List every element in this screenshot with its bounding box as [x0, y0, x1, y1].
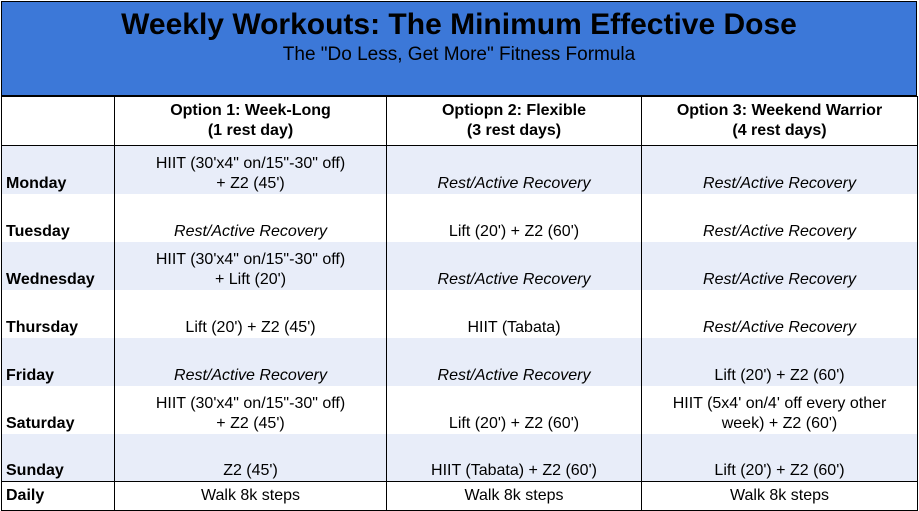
column-header-line1: Optiopn 2: Flexible [441, 102, 586, 119]
cell-line: + Lift (20') [214, 270, 287, 288]
cell-line: HIIT (5x4' on/4' off every other [672, 394, 887, 412]
day-label[interactable]: Friday [1, 337, 115, 386]
daily-cell[interactable]: Walk 8k steps [114, 481, 387, 511]
column-header-line2: (1 rest day) [207, 122, 294, 139]
cell-line: Lift (20') + Z2 (60') [448, 414, 580, 432]
cell-line: HIIT (30'x4" on/15"-30" off) [155, 250, 346, 268]
table-row: Monday HIIT (30'x4" on/15"-30" off) + Z2 (… [1, 145, 918, 194]
cell-line: Lift (20') + Z2 (60') [448, 222, 580, 240]
workout-cell[interactable]: Lift (20') + Z2 (60') [386, 193, 642, 242]
daily-cell[interactable]: Walk 8k steps [641, 481, 918, 511]
workout-cell[interactable]: Lift (20') + Z2 (45') [114, 289, 387, 338]
cell-line: Lift (20') + Z2 (60') [714, 366, 845, 384]
day-label[interactable]: Monday [1, 145, 115, 194]
cell-line: Lift (20') + Z2 (60') [714, 462, 845, 479]
cell-line: Rest/Active Recovery [174, 366, 327, 384]
day-label[interactable]: Wednesday [1, 241, 115, 290]
table-row: Thursday Lift (20') + Z2 (45') HIIT (Tabat… [1, 289, 918, 338]
table-row: Sunday Z2 (45') HIIT (Tabata) + Z2 (60') Li… [1, 433, 918, 482]
cell-line: + Z2 (45') [216, 414, 285, 432]
cell-line: HIIT (Tabata) + Z2 (60') [431, 462, 597, 479]
title-banner: Weekly Workouts: The Minimum Effective D… [1, 1, 917, 96]
cell-line: Rest/Active Recovery [703, 318, 856, 336]
workout-cell[interactable]: HIIT (30'x4" on/15"-30" off) + Z2 (45') [114, 385, 387, 434]
workout-cell[interactable]: Lift (20') + Z2 (60') [386, 385, 642, 434]
column-header-option-1[interactable]: Option 1: Week-Long (1 rest day) [114, 96, 387, 146]
table-row: Friday Rest/Active Recovery Rest/Active Re… [1, 337, 918, 386]
cell-line: Rest/Active Recovery [703, 174, 856, 192]
workout-cell[interactable]: HIIT (5x4' on/4' off every other week) + … [641, 385, 918, 434]
workout-cell[interactable]: HIIT (Tabata) + Z2 (60') [386, 433, 642, 482]
cell-line: Rest/Active Recovery [703, 222, 856, 240]
workout-cell[interactable]: Rest/Active Recovery [641, 145, 918, 194]
table-row: Wednesday HIIT (30'x4" on/15"-30" off) + L… [1, 241, 918, 290]
corner-cell[interactable] [1, 96, 115, 146]
cell-line: HIIT (30'x4" on/15"-30" off) [155, 154, 346, 172]
workout-cell[interactable]: Rest/Active Recovery [641, 193, 918, 242]
workout-cell[interactable]: Rest/Active Recovery [386, 241, 642, 290]
page-title: Weekly Workouts: The Minimum Effective D… [121, 8, 797, 41]
workout-cell[interactable]: HIIT (30'x4" on/15"-30" off) + Lift (20') [114, 241, 387, 290]
column-header-option-3[interactable]: Option 3: Weekend Warrior (4 rest days) [641, 96, 918, 146]
column-header-line1: Option 3: Weekend Warrior [676, 102, 883, 119]
cell-line: Rest/Active Recovery [703, 270, 856, 288]
column-header-line2: (4 rest days) [732, 122, 827, 139]
workout-cell[interactable]: HIIT (Tabata) [386, 289, 642, 338]
cell-line: Rest/Active Recovery [437, 174, 591, 192]
day-label[interactable]: Thursday [1, 289, 115, 338]
workout-cell[interactable]: Rest/Active Recovery [114, 337, 387, 386]
cell-line: Z2 (45') [223, 462, 278, 479]
column-header-option-2[interactable]: Optiopn 2: Flexible (3 rest days) [386, 96, 642, 146]
day-label[interactable]: Daily [1, 481, 115, 511]
cell-line: HIIT (Tabata) [467, 318, 561, 336]
cell-line: Rest/Active Recovery [437, 366, 591, 384]
workout-table: Option 1: Week-Long (1 rest day) Optiopn… [1, 96, 918, 511]
workout-cell[interactable]: Lift (20') + Z2 (60') [641, 337, 918, 386]
table-row-daily: Daily Walk 8k steps Walk 8k steps Walk 8k s… [1, 481, 918, 511]
cell-line: Rest/Active Recovery [437, 270, 591, 288]
cell-line: Rest/Active Recovery [174, 222, 327, 240]
workout-cell[interactable]: Z2 (45') [114, 433, 387, 482]
table-row: Saturday HIIT (30'x4" on/15"-30" off) + Z2… [1, 385, 918, 434]
cell-line: + Z2 (45') [216, 174, 285, 192]
day-label[interactable]: Saturday [1, 385, 115, 434]
workout-cell[interactable]: Rest/Active Recovery [641, 289, 918, 338]
workout-cell[interactable]: HIIT (30'x4" on/15"-30" off) + Z2 (45') [114, 145, 387, 194]
column-header-line2: (3 rest days) [466, 122, 562, 139]
day-label[interactable]: Tuesday [1, 193, 115, 242]
day-label[interactable]: Sunday [1, 433, 115, 482]
workout-cell[interactable]: Rest/Active Recovery [641, 241, 918, 290]
workout-cell[interactable]: Rest/Active Recovery [114, 193, 387, 242]
cell-line: HIIT (30'x4" on/15"-30" off) [155, 394, 346, 412]
workout-cell[interactable]: Rest/Active Recovery [386, 337, 642, 386]
page-subtitle: The "Do Less, Get More" Fitness Formula [282, 44, 636, 65]
workout-cell[interactable]: Lift (20') + Z2 (60') [641, 433, 918, 482]
table-row: Tuesday Rest/Active Recovery Lift (20') + … [1, 193, 918, 242]
cell-line: week) + Z2 (60') [721, 414, 838, 432]
daily-cell[interactable]: Walk 8k steps [386, 481, 642, 511]
column-header-line1: Option 1: Week-Long [170, 102, 331, 119]
workout-cell[interactable]: Rest/Active Recovery [386, 145, 642, 194]
cell-line: Lift (20') + Z2 (45') [185, 318, 316, 336]
